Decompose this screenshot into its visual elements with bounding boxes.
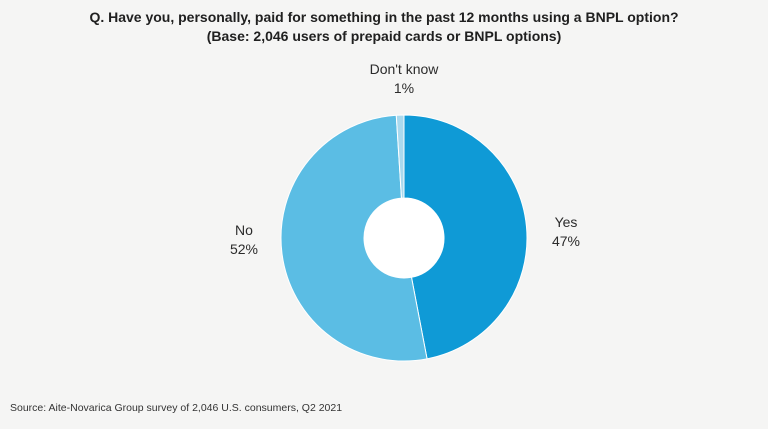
chart-title-block: Q. Have you, personally, paid for someth…	[0, 8, 768, 46]
slice-value-don-t-know: 1%	[394, 80, 414, 96]
slice-label-no: No	[235, 222, 253, 238]
donut-labels: Yes 47% No 52% Don't know 1%	[230, 61, 580, 257]
source-note: Source: Aite-Novarica Group survey of 2,…	[10, 402, 343, 414]
donut-slices	[280, 114, 528, 362]
slice-label-don-t-know: Don't know	[370, 61, 440, 77]
donut-hole	[364, 198, 444, 278]
slice-label-yes: Yes	[555, 214, 578, 230]
slice-value-no: 52%	[230, 241, 258, 257]
chart-title: Q. Have you, personally, paid for someth…	[89, 9, 679, 25]
slice-value-yes: 47%	[552, 233, 580, 249]
chart-subtitle: (Base: 2,046 users of prepaid cards or B…	[206, 28, 562, 44]
